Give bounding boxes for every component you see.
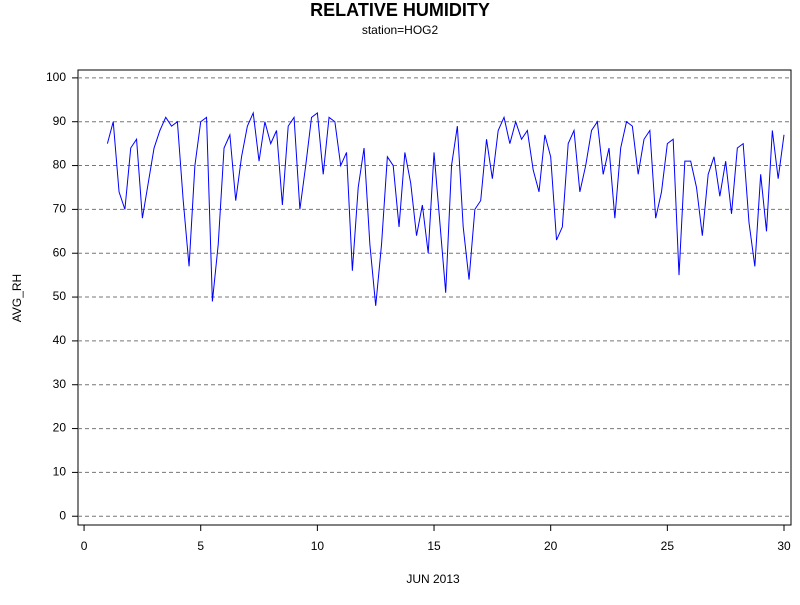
x-tick-label: 30 — [777, 539, 791, 553]
y-tick-label: 30 — [53, 377, 67, 391]
x-axis-label: JUN 2013 — [406, 572, 460, 586]
x-tick-label: 20 — [544, 539, 558, 553]
x-tick-label: 10 — [311, 539, 325, 553]
y-tick-label: 100 — [46, 70, 66, 84]
y-tick-label: 20 — [53, 421, 67, 435]
x-tick-label: 0 — [81, 539, 88, 553]
y-tick-label: 10 — [53, 465, 67, 479]
y-axis-label: AVG_RH — [10, 274, 24, 322]
data-line — [106, 111, 785, 306]
x-tick-label: 25 — [661, 539, 675, 553]
y-tick-label: 80 — [53, 158, 67, 172]
y-tick-label: 90 — [53, 114, 67, 128]
x-tick-label: 5 — [197, 539, 204, 553]
y-tick-label: 60 — [53, 245, 67, 259]
y-tick-label: 70 — [53, 202, 67, 216]
y-tick-label: 50 — [53, 289, 67, 303]
chart-title: RELATIVE HUMIDITY — [310, 0, 490, 20]
y-tick-label: 40 — [53, 333, 67, 347]
x-tick-label: 15 — [427, 539, 441, 553]
y-tick-label: 0 — [59, 508, 66, 522]
chart-subtitle: station=HOG2 — [362, 23, 439, 37]
